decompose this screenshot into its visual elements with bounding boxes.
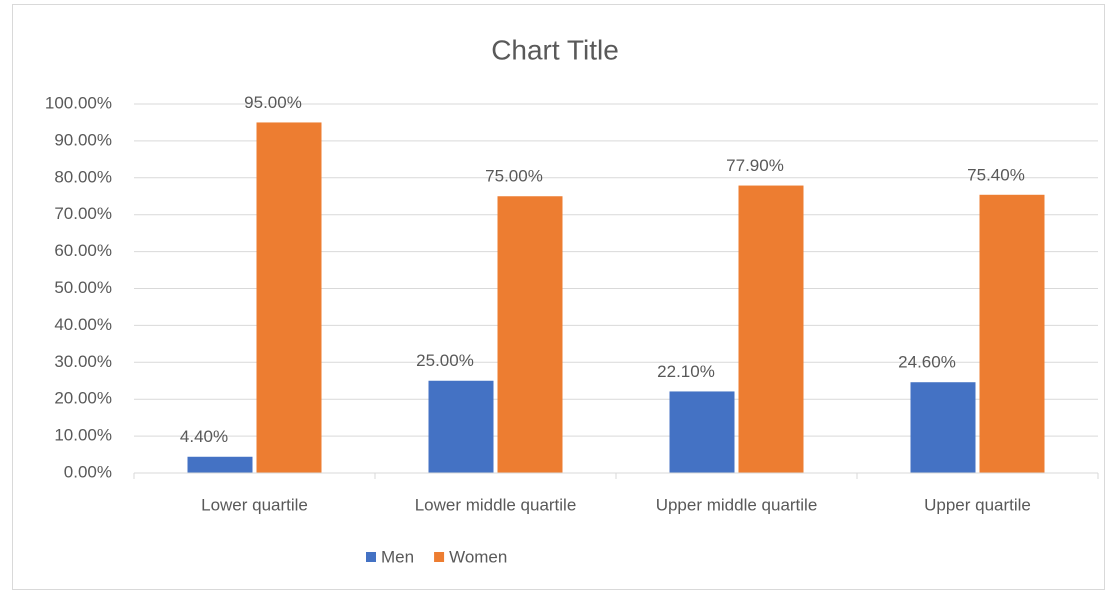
x-tick-label: Upper quartile: [924, 495, 1031, 514]
data-label: 75.40%: [967, 165, 1025, 184]
legend-swatch: [434, 552, 445, 562]
bar: [669, 391, 735, 473]
legend-swatch: [366, 552, 376, 562]
bar: [497, 196, 563, 473]
y-tick-label: 50.00%: [54, 278, 112, 297]
y-tick-label: 40.00%: [54, 315, 112, 334]
y-tick-label: 100.00%: [45, 93, 112, 112]
x-tick-label: Lower middle quartile: [415, 495, 577, 514]
y-tick-label: 20.00%: [54, 389, 112, 408]
data-label: 77.90%: [726, 156, 784, 175]
bar: [738, 185, 804, 473]
bar: [187, 456, 253, 473]
y-tick-label: 80.00%: [54, 167, 112, 186]
bar: [256, 122, 322, 473]
y-tick-label: 60.00%: [54, 241, 112, 260]
bar: [979, 194, 1045, 474]
data-label: 75.00%: [485, 167, 543, 186]
data-label: 4.40%: [180, 427, 228, 446]
x-tick-label: Upper middle quartile: [656, 495, 818, 514]
legend-label: Women: [449, 547, 507, 566]
x-tick-label: Lower quartile: [201, 495, 308, 514]
data-label: 95.00%: [244, 93, 302, 112]
y-tick-label: 0.00%: [64, 462, 112, 481]
y-tick-label: 90.00%: [54, 130, 112, 149]
data-label: 24.60%: [898, 353, 956, 372]
bar: [428, 380, 494, 473]
bar: [910, 382, 976, 473]
y-tick-label: 30.00%: [54, 352, 112, 371]
data-label: 22.10%: [657, 362, 715, 381]
y-tick-label: 10.00%: [54, 426, 112, 445]
chart-title: Chart Title: [491, 34, 619, 65]
legend-label: Men: [381, 547, 414, 566]
data-label: 25.00%: [416, 351, 474, 370]
y-tick-label: 70.00%: [54, 204, 112, 223]
